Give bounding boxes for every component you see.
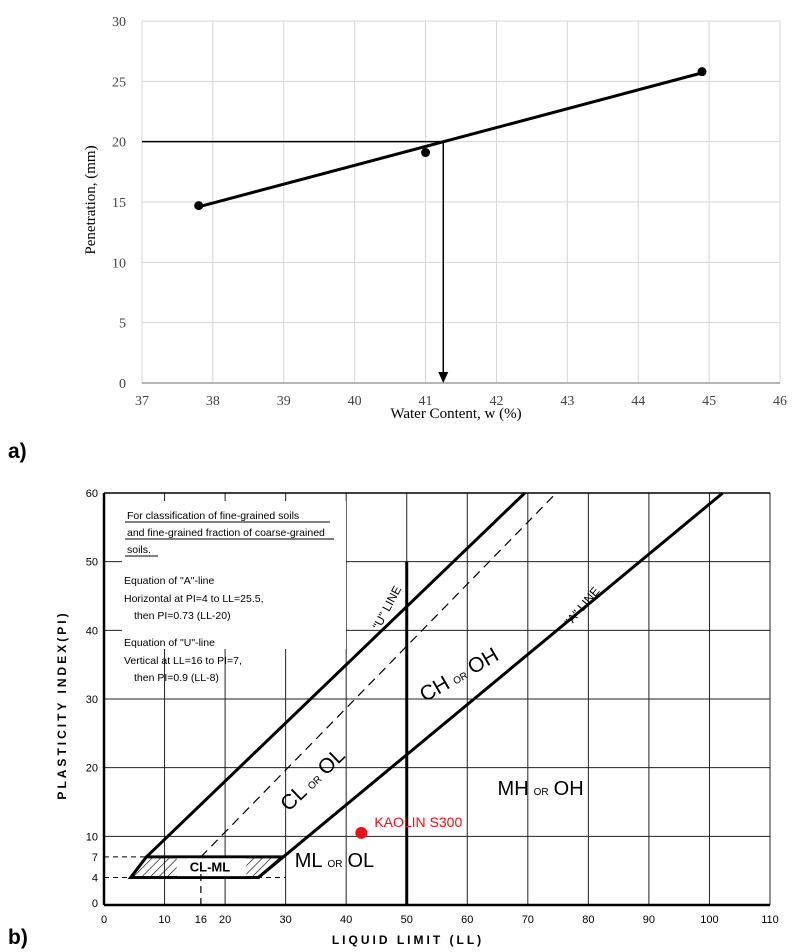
x-tick-label: 16 [195, 914, 207, 926]
zone-code: OH [554, 778, 584, 800]
reference-arrowhead [438, 372, 449, 383]
y-tick-label: 50 [86, 557, 98, 569]
y-tick-label: 15 [112, 196, 126, 211]
x-tick-label: 38 [206, 394, 220, 409]
y-tick-label: 40 [86, 625, 98, 637]
grid [141, 20, 781, 384]
zone-or: OR [328, 859, 343, 870]
x-tick-label: 41 [419, 394, 433, 409]
y-tick-label: 30 [112, 15, 126, 30]
mh-or-oh-label: MH OR OH [498, 778, 584, 800]
panel-label-b: b) [8, 926, 28, 949]
x-axis-label: LIQUID LIMIT (LL) [332, 933, 484, 947]
zone-code: CH [416, 672, 454, 707]
trend-line [198, 71, 703, 209]
zone-or: OR [306, 774, 324, 792]
x-tick-label: 39 [277, 394, 291, 409]
origin-tick-label: 0 [92, 898, 98, 910]
note-line: Horizontal at PI=4 to LL=25.5, [124, 593, 264, 605]
zone-code: OH [464, 643, 503, 679]
x-tick-label: 10 [158, 914, 170, 926]
kaolin-label: KAOLIN S300 [374, 814, 462, 830]
x-tick-label: 110 [761, 914, 779, 926]
x-tick-label: 80 [582, 914, 594, 926]
zone-code: OL [348, 850, 375, 872]
plasticity-chart: CL-ML "U" LINE "A" LINE 0 10 16 20 30 40 50 60 70… [55, 488, 779, 947]
data-point [194, 201, 204, 211]
y-tick-label: 30 [86, 694, 98, 706]
y-tick-label: 10 [112, 256, 126, 271]
note-line: soils. [127, 544, 151, 556]
a-line [257, 491, 724, 879]
note-line: Vertical at LL=16 to PI=7, [124, 655, 242, 667]
a-line-label: "A" LINE [562, 584, 603, 629]
y-tick-label: 7 [92, 852, 98, 864]
x-tick-label: 43 [560, 394, 574, 409]
y-tick-label: 20 [112, 136, 126, 151]
y-tick-label: 20 [86, 763, 98, 775]
x-tick-label: 20 [219, 914, 231, 926]
x-tick-label: 30 [280, 914, 292, 926]
ch-or-oh-label: CHOROH [416, 643, 503, 706]
cl-ml-label: CL-ML [190, 859, 230, 874]
y-tick-label: 60 [86, 488, 98, 500]
x-tick-label: 90 [643, 914, 655, 926]
cl-boundary-line [145, 491, 526, 859]
note-line: then PI=0.73 (LL-20) [134, 610, 231, 622]
zone-code: MH [498, 778, 529, 800]
note-line: Equation of "A"-line [124, 575, 215, 587]
cl-or-ol-label: CLOROL [276, 744, 349, 816]
ml-or-ol-label: ML OR OL [295, 850, 374, 872]
x-tick-labels: 0 10 16 20 30 40 50 60 70 80 90 100 110 [101, 914, 779, 926]
x-tick-label: 0 [101, 914, 107, 926]
zone-code: ML [295, 850, 323, 872]
note-background [122, 501, 346, 649]
y-tick-label: 10 [86, 831, 98, 843]
x-tick-label: 40 [340, 914, 352, 926]
classification-note: For classification of fine-grained soils… [122, 501, 346, 684]
y-tick-label: 25 [112, 75, 126, 90]
y-tick-label: 4 [92, 873, 98, 885]
x-tick-label: 50 [401, 914, 413, 926]
note-line: For classification of fine-grained soils [127, 510, 299, 522]
note-line: Equation of "U"-line [124, 637, 215, 649]
x-axis-label: Water Content, w (%) [390, 406, 521, 422]
y-tick-labels: 0 5 10 15 20 25 30 [112, 15, 126, 392]
note-line: and fine-grained fraction of coarse-grai… [127, 527, 325, 539]
note-line: then PI=0.9 (LL-8) [134, 672, 219, 684]
panel-label-a: a) [8, 440, 27, 463]
x-tick-label: 37 [135, 394, 149, 409]
x-tick-label: 100 [700, 914, 718, 926]
penetration-chart: 37 38 39 40 41 42 43 44 45 46 0 5 10 15 20 25 30 Water … [83, 15, 787, 422]
x-tick-label: 42 [489, 394, 503, 409]
x-tick-label: 40 [348, 394, 362, 409]
x-tick-label: 46 [773, 394, 787, 409]
x-tick-label: 60 [461, 914, 473, 926]
u-line [200, 492, 557, 858]
zone-code: OL [313, 744, 349, 780]
y-tick-label: 0 [119, 377, 126, 392]
data-point [697, 67, 707, 77]
x-tick-label: 70 [522, 914, 534, 926]
y-axis-label: PLASTICITY INDEX(PI) [55, 610, 69, 799]
y-tick-labels: 4 7 10 20 30 40 50 60 0 [86, 488, 98, 910]
zone-or: OR [534, 787, 549, 798]
x-tick-label: 45 [702, 394, 716, 409]
x-tick-labels: 37 38 39 40 41 42 43 44 45 46 [135, 394, 787, 409]
cl-ml-label-background [176, 858, 247, 877]
data-points: KAOLIN S300 [355, 814, 462, 839]
x-tick-label: 44 [631, 394, 645, 409]
y-tick-label: 5 [119, 317, 126, 332]
data-point [421, 148, 431, 158]
kaolin-point [355, 826, 368, 839]
y-axis-label: Penetration, (mm) [83, 145, 99, 254]
data-marks [142, 67, 707, 383]
